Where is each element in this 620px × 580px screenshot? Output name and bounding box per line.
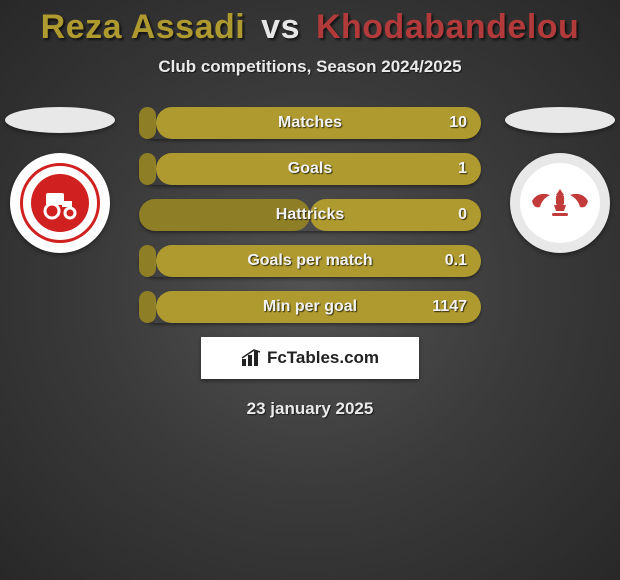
stat-value-right: 0 [458, 199, 467, 231]
player1-avatar-block [0, 107, 120, 253]
comparison-title: Reza Assadi vs Khodabandelou [0, 0, 620, 47]
brand-box: FcTables.com [201, 337, 419, 379]
tractor-icon [40, 183, 80, 223]
stat-row: Matches 10 [139, 107, 481, 139]
footer-date: 23 january 2025 [0, 399, 620, 419]
stat-label: Goals [288, 153, 332, 185]
stat-row: Goals 1 [139, 153, 481, 185]
stat-bar-left [139, 153, 156, 185]
stat-row: Goals per match 0.1 [139, 245, 481, 277]
stat-value-right: 1 [458, 153, 467, 185]
subtitle: Club competitions, Season 2024/2025 [0, 57, 620, 77]
player2-avatar-block [500, 107, 620, 253]
stat-value-right: 0.1 [445, 245, 467, 277]
player1-name: Reza Assadi [41, 8, 246, 46]
player2-club-logo [510, 153, 610, 253]
stat-row: Min per goal 1147 [139, 291, 481, 323]
stat-rows: Matches 10 Goals 1 Hattricks 0 Goals per match… [139, 107, 481, 323]
player1-photo-placeholder [5, 107, 115, 133]
stat-value-right: 10 [449, 107, 467, 139]
opponent-club-logo [520, 163, 600, 243]
stat-label: Matches [278, 107, 342, 139]
stat-label: Hattricks [276, 199, 344, 231]
player1-club-logo [10, 153, 110, 253]
comparison-stage: Matches 10 Goals 1 Hattricks 0 Goals per match… [0, 107, 620, 323]
trophy-bulls-icon [528, 183, 592, 223]
stat-label: Min per goal [263, 291, 357, 323]
player2-photo-placeholder [505, 107, 615, 133]
stat-value-right: 1147 [432, 291, 467, 323]
player2-name: Khodabandelou [316, 8, 579, 46]
stat-bar-left [139, 291, 156, 323]
stat-row: Hattricks 0 [139, 199, 481, 231]
stat-bar-left [139, 107, 156, 139]
tractor-club-logo [20, 163, 100, 243]
brand-text: FcTables.com [267, 348, 379, 368]
vs-text: vs [261, 8, 300, 46]
stat-label: Goals per match [247, 245, 372, 277]
stat-bar-left [139, 245, 156, 277]
bars-icon [241, 349, 263, 367]
